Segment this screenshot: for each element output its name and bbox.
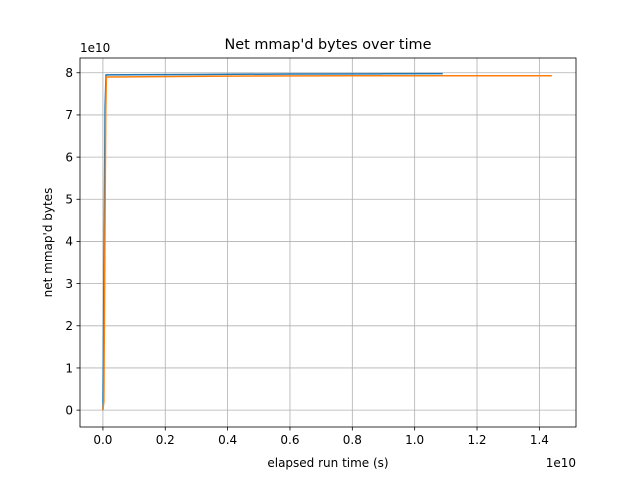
x-tick-label: 0.6 bbox=[280, 433, 299, 447]
y-axis-label: net mmap'd bytes bbox=[41, 188, 55, 298]
y-tick-label: 8 bbox=[65, 66, 73, 80]
y-tick-label: 4 bbox=[65, 235, 73, 249]
y-tick-label: 0 bbox=[65, 403, 73, 417]
series-line-2 bbox=[102, 74, 552, 411]
x-tick-label: 0.2 bbox=[156, 433, 175, 447]
plot-frame bbox=[79, 57, 577, 428]
y-tick-label: 1 bbox=[65, 361, 73, 375]
x-offset-label: 1e10 bbox=[546, 456, 576, 470]
y-axis: 0 1 2 3 4 5 6 7 8 bbox=[65, 66, 80, 417]
grid bbox=[80, 58, 576, 427]
series-group bbox=[102, 72, 552, 411]
x-axis-label: elapsed run time (s) bbox=[267, 456, 388, 470]
x-tick-label: 1.2 bbox=[467, 433, 486, 447]
y-tick-label: 7 bbox=[65, 108, 73, 122]
y-tick-label: 3 bbox=[65, 277, 73, 291]
x-axis: 0.0 0.2 0.4 0.6 0.8 1.0 1.2 1.4 bbox=[93, 427, 549, 447]
x-tick-label: 0.8 bbox=[343, 433, 362, 447]
x-tick-label: 1.4 bbox=[530, 433, 549, 447]
x-tick-label: 0.0 bbox=[93, 433, 112, 447]
y-tick-label: 2 bbox=[65, 319, 73, 333]
y-tick-label: 6 bbox=[65, 150, 73, 164]
x-tick-label: 1.0 bbox=[405, 433, 424, 447]
y-offset-label: 1e10 bbox=[80, 41, 110, 55]
chart-title: Net mmap'd bytes over time bbox=[225, 37, 432, 53]
y-tick-label: 5 bbox=[65, 193, 73, 207]
x-tick-label: 0.4 bbox=[218, 433, 237, 447]
